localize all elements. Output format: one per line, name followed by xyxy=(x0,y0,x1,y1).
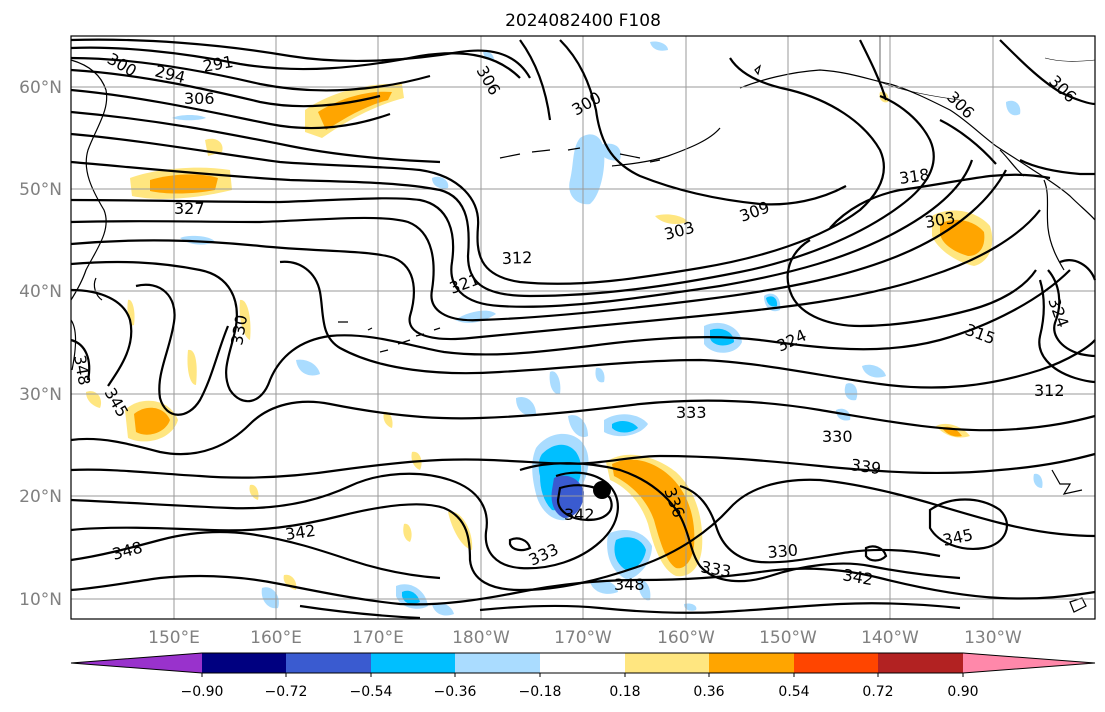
colorbar-tick-label: 0.36 xyxy=(693,684,724,700)
lat-tick-label: 60°N xyxy=(19,78,62,98)
colorbar-segment xyxy=(794,653,878,673)
contour-label: 342 xyxy=(284,521,317,544)
colorbar-labels: −0.90 −0.72 −0.54 −0.36 −0.18 0.18 0.36 0.54 0.7… xyxy=(181,673,979,700)
longitude-labels: 150°E 160°E 170°E 180°W 170°W 160°W 150°W 140°W… xyxy=(148,628,1022,648)
colorbar-segment xyxy=(709,653,794,673)
contour-label: 306 xyxy=(184,89,215,108)
lat-tick-label: 50°N xyxy=(19,180,62,200)
colorbar-tick-label: −0.18 xyxy=(519,684,562,700)
colorbar-segment xyxy=(455,653,540,673)
contour-label: 330 xyxy=(822,427,853,446)
colorbar-extend-min xyxy=(71,653,202,673)
contour-label: 348 xyxy=(614,575,645,594)
colorbar-tick-label: 0.54 xyxy=(778,684,809,700)
colorbar-tick-label: −0.90 xyxy=(181,684,224,700)
storm-center-marker xyxy=(593,481,611,499)
colorbar-segment xyxy=(540,653,625,673)
colorbar-segment xyxy=(202,653,286,673)
map-frame xyxy=(70,35,1096,620)
map-panel: 291 294 300 306 306 300 306 306 318 303 … xyxy=(70,35,1097,620)
contour-label: 318 xyxy=(898,165,931,188)
lon-tick-label: 140°W xyxy=(861,628,919,648)
colorbar-tick-label: −0.36 xyxy=(434,684,477,700)
lat-tick-label: 20°N xyxy=(19,487,62,507)
contour-label: 312 xyxy=(501,248,532,268)
colorbar-segment xyxy=(371,653,455,673)
lon-tick-label: 170°W xyxy=(554,628,612,648)
lon-tick-label: 170°E xyxy=(352,628,404,648)
lat-tick-label: 10°N xyxy=(19,590,62,610)
lon-tick-label: 150°E xyxy=(148,628,200,648)
map-title: 2024082400 F108 xyxy=(505,11,661,31)
colorbar-segment xyxy=(625,653,709,673)
contour-label: 327 xyxy=(174,199,205,218)
colorbar xyxy=(70,652,1096,674)
lon-tick-label: 180°W xyxy=(452,628,510,648)
lon-tick-label: 130°W xyxy=(964,628,1022,648)
coastlines xyxy=(70,36,1096,613)
lon-tick-label: 150°W xyxy=(759,628,817,648)
lat-tick-label: 40°N xyxy=(19,282,62,302)
lon-tick-label: 160°E xyxy=(250,628,302,648)
colorbar-tick-label: 0.72 xyxy=(862,684,893,700)
colorbar-segment xyxy=(878,653,963,673)
contour-label: 312 xyxy=(1034,381,1065,400)
colorbar-tick-label: 0.18 xyxy=(609,684,640,700)
colorbar-segment xyxy=(286,653,371,673)
colorbar-tick-label: −0.54 xyxy=(350,684,393,700)
contour-label: 342 xyxy=(564,505,595,524)
contour-label: 330 xyxy=(767,540,799,562)
colorbar-tick-label: 0.90 xyxy=(947,684,978,700)
contour-label: 339 xyxy=(849,455,882,478)
lon-tick-label: 160°W xyxy=(657,628,715,648)
colorbar-extend-max xyxy=(963,653,1095,673)
lat-tick-label: 30°N xyxy=(19,385,62,405)
contour-label: 333 xyxy=(676,403,707,422)
latitude-labels: 10°N 20°N 30°N 40°N 50°N 60°N xyxy=(19,78,62,610)
colorbar-tick-label: −0.72 xyxy=(265,684,308,700)
contour-lines xyxy=(70,38,1097,620)
